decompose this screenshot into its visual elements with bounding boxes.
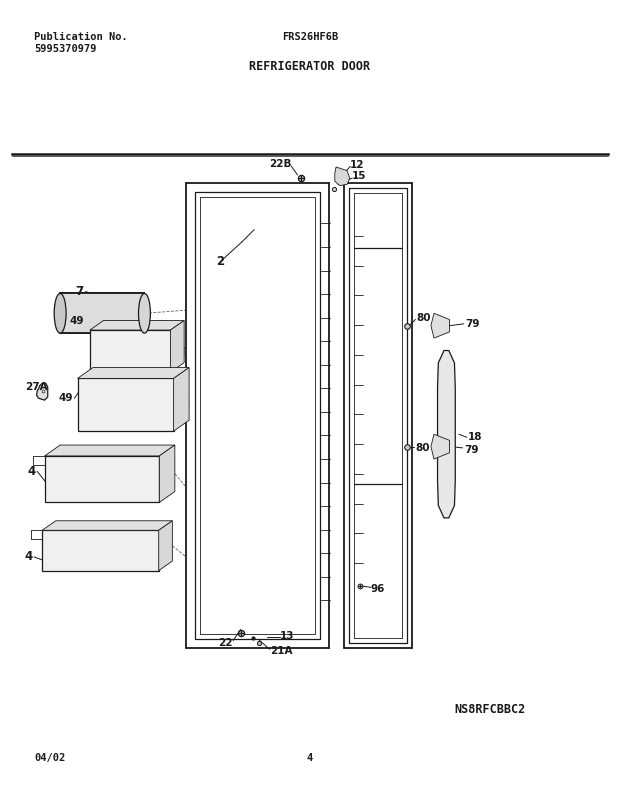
Text: 27A: 27A [25, 382, 47, 392]
Text: FRS26HF6B: FRS26HF6B [282, 32, 338, 42]
Text: 80: 80 [417, 313, 431, 322]
Text: 80: 80 [415, 443, 430, 453]
Text: 22B: 22B [269, 159, 291, 169]
Polygon shape [90, 321, 184, 330]
Polygon shape [90, 330, 170, 372]
Text: 21A: 21A [270, 646, 292, 656]
Polygon shape [438, 350, 455, 518]
Text: 22: 22 [218, 638, 232, 648]
Bar [60, 294, 144, 333]
Polygon shape [159, 445, 175, 503]
Text: 7: 7 [75, 285, 84, 298]
Text: 18: 18 [468, 432, 482, 442]
Polygon shape [431, 434, 450, 459]
Text: 49: 49 [59, 393, 73, 403]
Text: REFRIGERATOR DOOR: REFRIGERATOR DOOR [249, 60, 371, 73]
Text: 04/02: 04/02 [34, 753, 65, 763]
Polygon shape [431, 314, 450, 338]
Polygon shape [78, 368, 189, 379]
Text: Publication No.: Publication No. [34, 32, 128, 42]
Polygon shape [45, 456, 159, 503]
Polygon shape [170, 321, 184, 372]
Text: 5995370979: 5995370979 [34, 44, 97, 55]
Polygon shape [159, 521, 172, 571]
Text: 15: 15 [352, 172, 366, 181]
Ellipse shape [138, 294, 151, 333]
Polygon shape [45, 445, 175, 456]
Text: 4: 4 [28, 465, 36, 478]
Ellipse shape [54, 294, 66, 333]
Polygon shape [174, 368, 189, 431]
Polygon shape [42, 521, 172, 530]
Text: 12: 12 [350, 160, 365, 169]
Text: 49: 49 [69, 316, 84, 326]
Text: 4: 4 [24, 550, 32, 564]
Polygon shape [42, 530, 159, 571]
Text: 96: 96 [371, 584, 385, 594]
Text: 13: 13 [280, 631, 294, 642]
Text: 79: 79 [464, 445, 478, 455]
Text: 4: 4 [307, 753, 313, 763]
Text: NS8RFCBBC2: NS8RFCBBC2 [454, 703, 525, 715]
Text: 79: 79 [465, 319, 479, 329]
Polygon shape [37, 384, 48, 400]
Polygon shape [335, 167, 350, 186]
Text: 2: 2 [216, 256, 224, 268]
Polygon shape [78, 379, 174, 431]
